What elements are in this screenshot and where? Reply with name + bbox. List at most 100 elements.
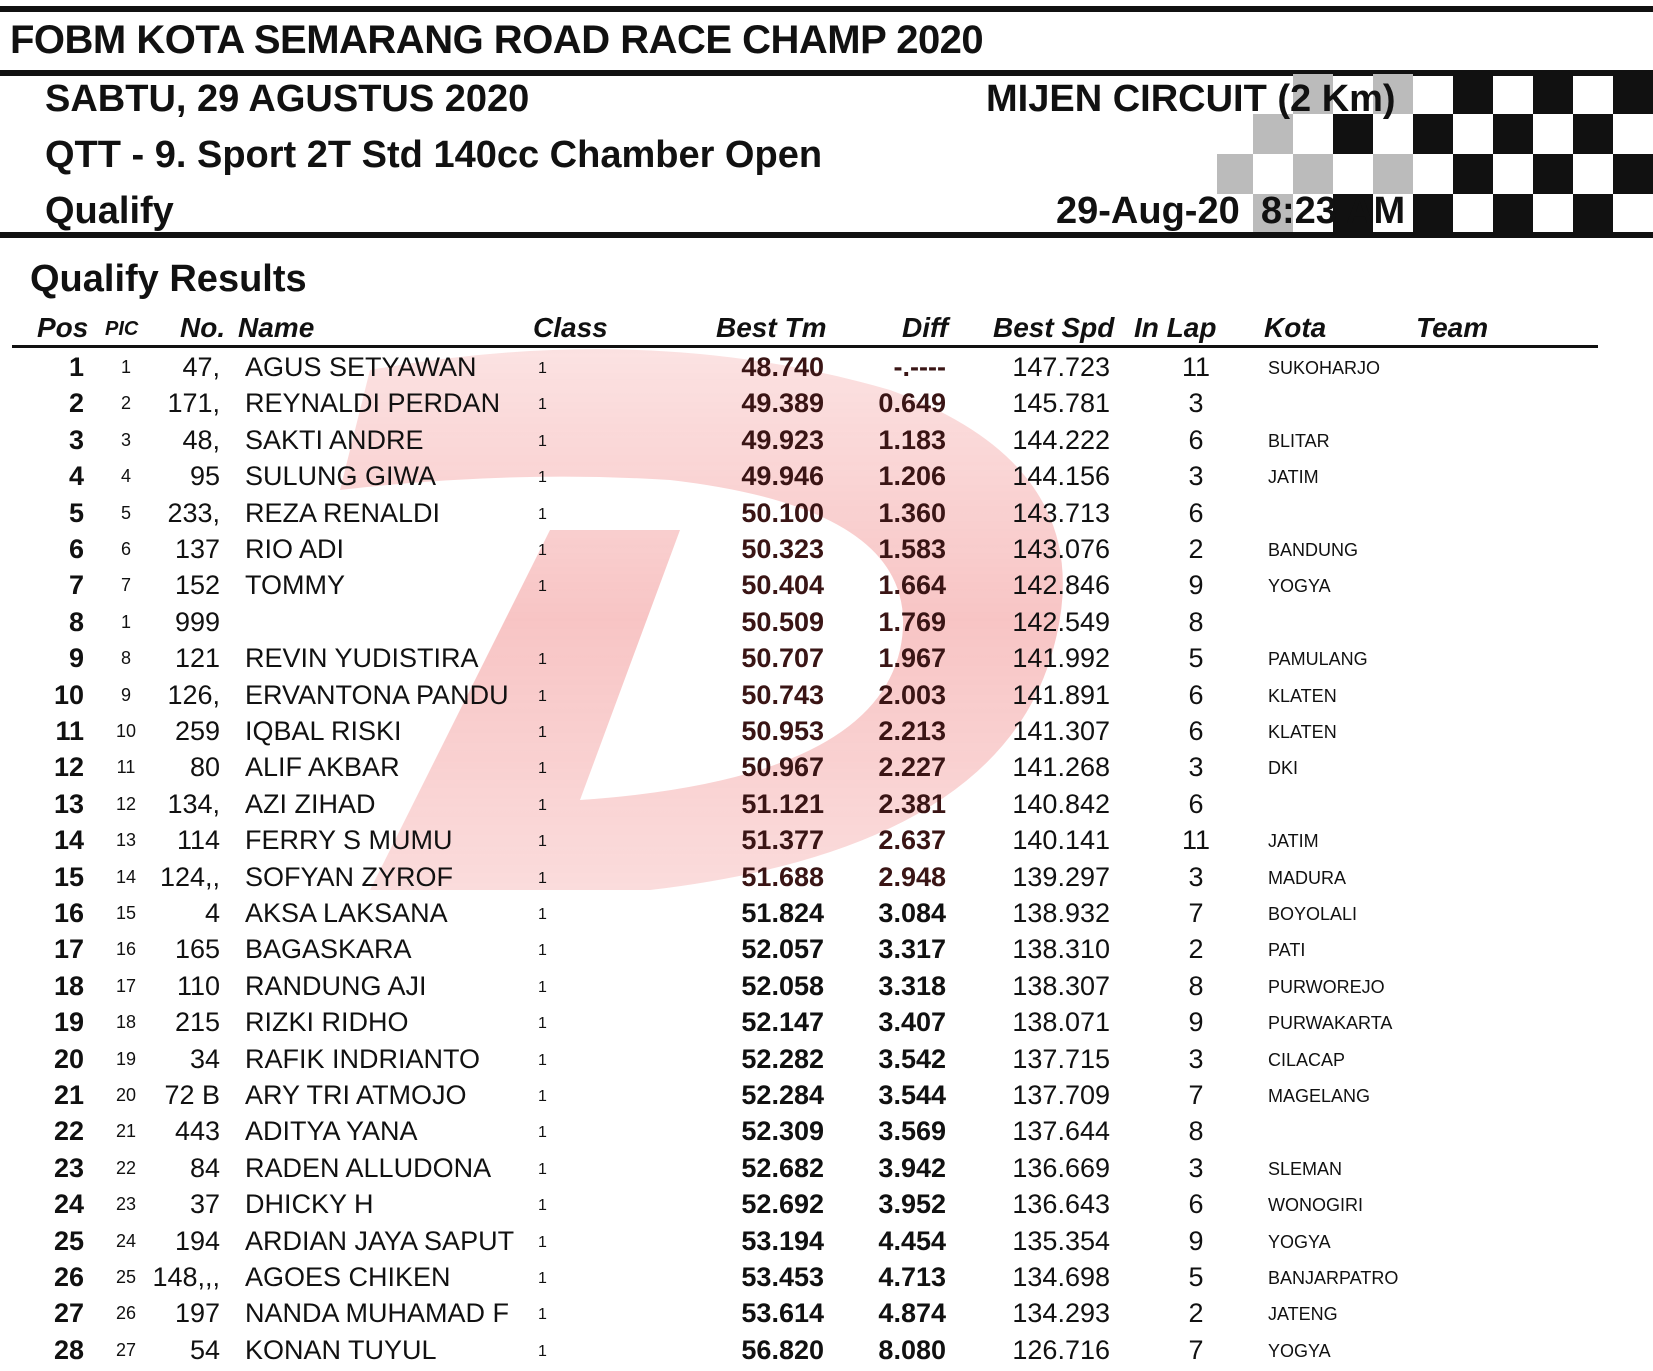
cell-rider-number: 197 [174,1298,220,1329]
cell-diff: 0.649 [878,388,946,419]
table-row: 3 3 48, SAKTI ANDRE 1 49.923 1.183 144.222 6 BLIT… [0,425,1653,461]
cell-class: 1 [538,1051,547,1069]
cell-best-time: 49.946 [741,461,824,492]
cell-position: 12 [53,752,84,783]
cell-position: 2 [68,388,84,419]
cell-in-lap: 6 [1188,788,1204,819]
header-bottom-rule [0,232,1653,238]
cell-best-time: 52.282 [741,1043,824,1074]
championship-title: FOBM KOTA SEMARANG ROAD RACE CHAMP 2020 [10,18,984,62]
cell-class: 1 [538,396,547,414]
cell-position: 7 [68,570,84,601]
cell-kota: CILACAP [1268,1049,1346,1070]
cell-position: 8 [68,606,84,637]
col-no: No. [180,312,226,343]
flag-square [1253,194,1293,234]
cell-class: 1 [538,1270,547,1287]
flag-square [1613,74,1653,114]
table-row: 8 1 999 50.509 1.769 142.549 8 [0,607,1653,643]
table-row: 28 27 54 KONAN TUYUL 1 56.820 8.080 126.716 7 YOG… [0,1335,1653,1371]
cell-pic: 16 [115,939,137,960]
cell-rider-number: 47, [182,352,220,382]
col-in-lap: In Lap [1134,312,1217,343]
cell-kota: BOYOLALI [1268,904,1358,924]
table-row: 23 22 84 RADEN ALLUDONA 1 52.682 3.942 136.669 3… [0,1153,1653,1189]
table-row: 6 6 137 RIO ADI 1 50.323 1.583 143.076 2 BANDUNG [0,534,1653,570]
cell-position: 25 [53,1225,84,1256]
cell-best-speed: 142.846 [1012,570,1110,601]
cell-rider-number: 34 [189,1043,220,1074]
cell-in-lap: 3 [1188,1043,1204,1074]
flag-square [1573,114,1613,154]
cell-rider-number: 54 [189,1334,220,1365]
cell-rider-name: ARDIAN JAYA SAPUTRA [245,1225,515,1256]
cell-in-lap: 7 [1188,1334,1204,1365]
cell-rider-name: AKSA LAKSANA [245,898,448,928]
cell-best-time: 52.058 [741,970,824,1001]
cell-best-speed: 138.310 [1012,934,1110,965]
cell-pic: 7 [120,575,131,596]
cell-rider-name: REYNALDI PERDAN [245,388,501,419]
cell-best-time: 50.967 [741,752,824,783]
table-row: 10 9 126, ERVANTONA PANDU 1 50.743 2.003 141.89… [0,680,1653,716]
cell-position: 17 [53,934,84,965]
cell-position: 10 [53,679,84,710]
cell-best-speed: 126.716 [1012,1334,1110,1365]
cell-pic: 3 [120,429,131,450]
cell-pic: 20 [115,1085,137,1105]
cell-position: 6 [68,534,84,564]
cell-rider-number: 95 [189,461,220,492]
cell-rider-name: BAGASKARA [245,934,412,965]
cell-rider-name: ADITYA YANA [245,1116,418,1147]
cell-kota: JATIM [1268,467,1319,488]
flag-square [1253,114,1293,154]
cell-best-speed: 144.222 [1012,424,1110,455]
cell-rider-number: 215 [174,1007,220,1038]
flag-square [1493,114,1533,154]
cell-best-speed: 141.891 [1012,679,1110,710]
cell-best-speed: 142.549 [1012,606,1110,637]
cell-rider-name: ALIF AKBAR [245,752,400,783]
cell-pic: 1 [120,611,131,632]
cell-position: 5 [68,497,84,528]
flag-square [1333,194,1373,234]
cell-best-time: 48.740 [741,352,824,382]
cell-rider-number: 37 [189,1189,220,1220]
cell-best-time: 52.692 [741,1189,824,1220]
cell-best-time: 51.688 [741,861,824,892]
cell-pic: 1 [120,357,131,377]
cell-position: 4 [68,461,84,492]
cell-class: 1 [538,942,547,960]
col-diff: Diff [902,312,949,343]
cell-in-lap: 11 [1181,825,1211,856]
cell-rider-number: 72 B [164,1080,220,1110]
cell-class: 1 [538,505,547,523]
cell-kota: SLEMAN [1268,1158,1343,1179]
table-row: 21 20 72 B ARY TRI ATMOJO 1 52.284 3.544 137.70… [0,1080,1653,1116]
cell-kota: WONOGIRI [1268,1195,1363,1216]
cell-class: 1 [538,542,547,559]
cell-best-time: 50.509 [741,606,824,637]
cell-position: 9 [68,643,84,674]
cell-kota: SUKOHARJO [1268,358,1381,378]
table-row: 16 15 4 AKSA LAKSANA 1 51.824 3.084 138.932 7 BOY… [0,898,1653,934]
flag-square [1333,114,1373,154]
cell-pic: 24 [115,1230,137,1251]
cell-rider-number: 126, [167,679,220,710]
col-best-tm: Best Tm [716,312,827,343]
col-pic: PIC [105,318,139,340]
cell-pic: 23 [115,1194,137,1215]
cell-position: 14 [53,825,84,856]
cell-kota: KLATEN [1268,722,1337,742]
cell-best-speed: 143.076 [1012,534,1110,564]
cell-class: 1 [538,978,547,996]
cell-rider-name: AGOES CHIKEN [245,1262,451,1292]
cell-rider-name: RIO ADI [245,534,345,564]
cell-in-lap: 2 [1188,1298,1204,1329]
session-name: Qualify [45,190,174,232]
cell-rider-name: AGUS SETYAWAN [245,352,477,382]
cell-class: 1 [538,1160,547,1178]
cell-rider-name: RAFIK INDRIANTO [245,1043,481,1074]
cell-rider-number: 124,, [159,861,220,892]
cell-diff: 1.769 [878,606,946,637]
